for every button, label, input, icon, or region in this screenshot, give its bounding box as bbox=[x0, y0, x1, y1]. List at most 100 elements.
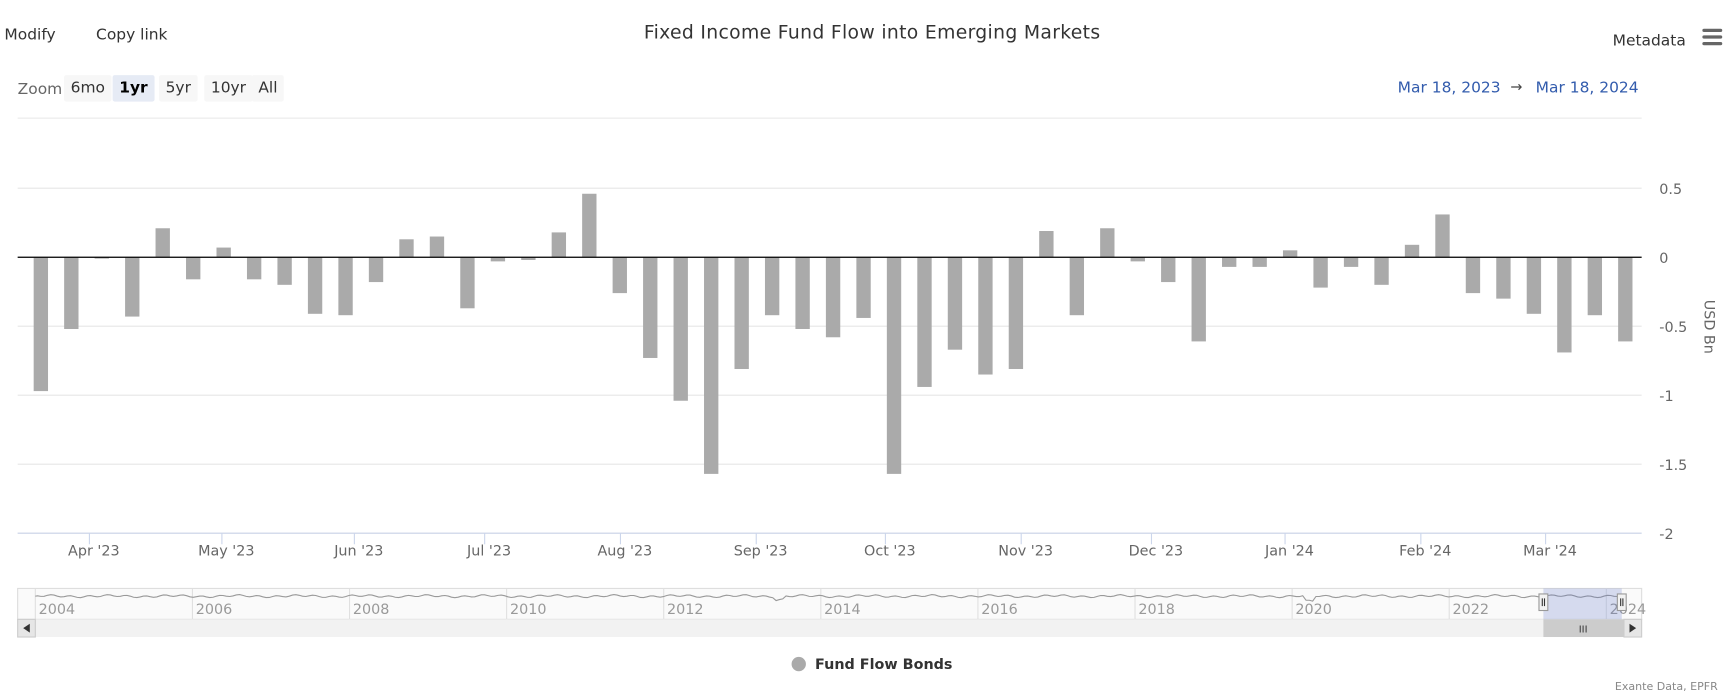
bar[interactable] bbox=[460, 257, 475, 309]
bar[interactable] bbox=[155, 228, 170, 258]
navigator-year-label: 2008 bbox=[353, 602, 390, 618]
navigator-year-label: 2018 bbox=[1138, 602, 1175, 618]
x-tick-label: Nov '23 bbox=[998, 543, 1053, 559]
bar[interactable] bbox=[825, 257, 841, 338]
bar[interactable] bbox=[1465, 257, 1481, 294]
navigator-year-label: 2006 bbox=[196, 602, 233, 618]
bar[interactable] bbox=[947, 257, 963, 350]
bar[interactable] bbox=[1343, 257, 1359, 267]
bar[interactable] bbox=[1526, 257, 1542, 314]
bar[interactable] bbox=[125, 257, 140, 317]
navigator-year-label: 2012 bbox=[667, 602, 704, 618]
x-tick-label: Sep '23 bbox=[734, 543, 788, 559]
navigator-year-label: 2014 bbox=[824, 602, 861, 618]
navigator-left-handle[interactable] bbox=[1538, 593, 1549, 612]
bar[interactable] bbox=[429, 236, 445, 258]
copy-link[interactable]: Copy link bbox=[96, 26, 168, 45]
bar[interactable] bbox=[277, 257, 292, 285]
scroll-right-button[interactable] bbox=[1623, 618, 1643, 638]
chart-title: Fixed Income Fund Flow into Emerging Mar… bbox=[643, 22, 1101, 45]
bar[interactable] bbox=[1557, 257, 1572, 353]
legend-marker-icon bbox=[791, 656, 807, 672]
bar[interactable] bbox=[1374, 257, 1389, 285]
bar[interactable] bbox=[1252, 257, 1267, 267]
bar[interactable] bbox=[1496, 257, 1511, 299]
bar[interactable] bbox=[33, 257, 49, 392]
y-axis-title: USD Bn bbox=[1701, 300, 1717, 354]
navigator-year-label: 2022 bbox=[1453, 602, 1490, 618]
bar[interactable] bbox=[399, 239, 414, 258]
scrollbar-track[interactable] bbox=[17, 619, 1642, 638]
hamburger-menu-icon[interactable] bbox=[1702, 28, 1723, 47]
bar[interactable] bbox=[917, 257, 932, 387]
x-tick-label: Oct '23 bbox=[864, 543, 916, 559]
credits: Exante Data, EPFR bbox=[1614, 681, 1718, 694]
modify-link[interactable]: Modify bbox=[4, 26, 56, 45]
x-tick-label: Jul '23 bbox=[466, 543, 511, 559]
bar[interactable] bbox=[978, 257, 993, 375]
bar[interactable] bbox=[1313, 257, 1328, 288]
scrollbar-thumb[interactable] bbox=[1543, 619, 1624, 638]
bar[interactable] bbox=[1587, 257, 1603, 316]
bar[interactable] bbox=[764, 257, 780, 316]
bar[interactable] bbox=[1222, 257, 1237, 267]
bar[interactable] bbox=[856, 257, 871, 318]
x-tick-label: Feb '24 bbox=[1399, 543, 1451, 559]
navigator-selected-range[interactable] bbox=[1543, 588, 1622, 620]
bar[interactable] bbox=[1069, 257, 1085, 316]
bar[interactable] bbox=[1100, 228, 1115, 258]
y-tick-label: -2 bbox=[1659, 527, 1673, 543]
metadata-link[interactable]: Metadata bbox=[1612, 32, 1686, 50]
bar[interactable] bbox=[216, 247, 231, 258]
y-tick-label: -0.5 bbox=[1659, 320, 1687, 336]
bar[interactable] bbox=[1404, 244, 1420, 258]
bar[interactable] bbox=[795, 257, 810, 329]
bar[interactable] bbox=[612, 257, 627, 294]
y-tick-label: -1.5 bbox=[1659, 458, 1687, 474]
zoom-1yr-button[interactable]: 1yr bbox=[112, 75, 155, 102]
bar[interactable] bbox=[1008, 257, 1024, 370]
bar[interactable] bbox=[1618, 257, 1633, 342]
bar[interactable] bbox=[64, 257, 79, 329]
bar[interactable] bbox=[338, 257, 353, 316]
navigator-year-label: 2004 bbox=[39, 602, 76, 618]
bar[interactable] bbox=[643, 257, 658, 358]
bar[interactable] bbox=[886, 257, 902, 474]
navigator-series-line bbox=[35, 594, 1621, 602]
x-tick-label: May '23 bbox=[198, 543, 254, 559]
bar[interactable] bbox=[551, 232, 567, 258]
bar[interactable] bbox=[1282, 250, 1298, 258]
bar[interactable] bbox=[490, 257, 506, 262]
navigator-year-label: 2010 bbox=[510, 602, 547, 618]
legend-item[interactable]: Fund Flow Bonds bbox=[0, 656, 1731, 673]
zoom-6mo-button[interactable]: 6mo bbox=[64, 75, 112, 102]
y-tick-label: -1 bbox=[1659, 389, 1673, 405]
bar[interactable] bbox=[368, 257, 384, 283]
bar[interactable] bbox=[1435, 214, 1450, 258]
x-tick-label: Jan '24 bbox=[1264, 543, 1314, 559]
zoom-5yr-button[interactable]: 5yr bbox=[158, 75, 198, 102]
range-arrow: → bbox=[1510, 79, 1523, 97]
range-from-input[interactable]: Mar 18, 2023 bbox=[1397, 79, 1501, 98]
x-tick-label: Aug '23 bbox=[597, 543, 652, 559]
navigator-right-handle[interactable] bbox=[1616, 593, 1627, 612]
zoom-all-button[interactable]: All bbox=[251, 75, 285, 102]
bar[interactable] bbox=[94, 257, 109, 259]
bar[interactable] bbox=[1039, 231, 1054, 258]
bar[interactable] bbox=[734, 257, 749, 370]
bar[interactable] bbox=[521, 257, 536, 260]
zoom-10yr-button[interactable]: 10yr bbox=[204, 75, 253, 102]
scroll-left-button[interactable] bbox=[17, 618, 36, 638]
bar[interactable] bbox=[1130, 257, 1145, 262]
bar[interactable] bbox=[246, 257, 262, 280]
bar[interactable] bbox=[582, 193, 597, 258]
bar[interactable] bbox=[186, 257, 201, 280]
bar[interactable] bbox=[673, 257, 688, 401]
bar[interactable] bbox=[307, 257, 323, 314]
navigator-year-label: 2020 bbox=[1295, 602, 1332, 618]
bar[interactable] bbox=[1161, 257, 1176, 283]
range-to-input[interactable]: Mar 18, 2024 bbox=[1535, 79, 1639, 98]
bar[interactable] bbox=[704, 257, 719, 474]
bar[interactable] bbox=[1191, 257, 1206, 342]
